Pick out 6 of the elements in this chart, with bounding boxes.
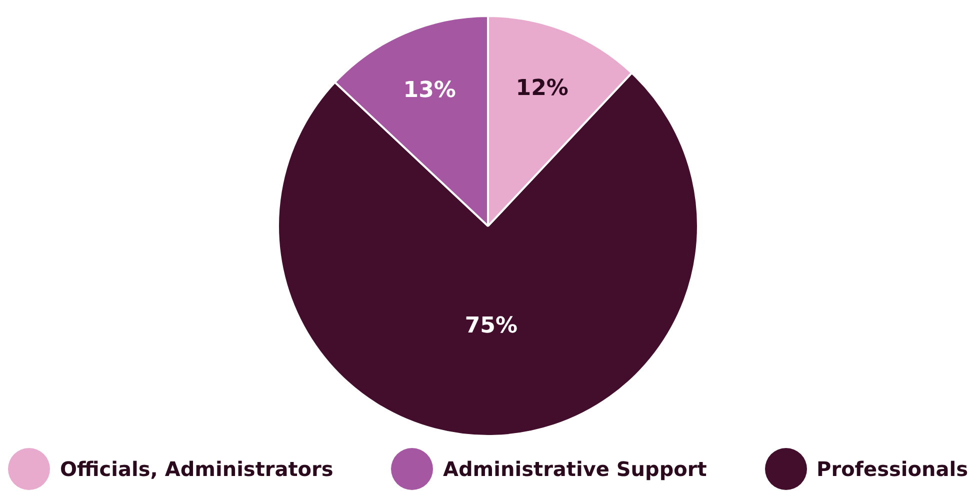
data-label: 75% [464, 313, 518, 338]
data-label: 13% [403, 78, 456, 103]
legend-label: Professionals [816, 457, 968, 481]
legend-label: Administrative Support [443, 457, 707, 481]
legend-label: Officials, Administrators [60, 457, 334, 481]
data-label: 12% [516, 76, 568, 102]
